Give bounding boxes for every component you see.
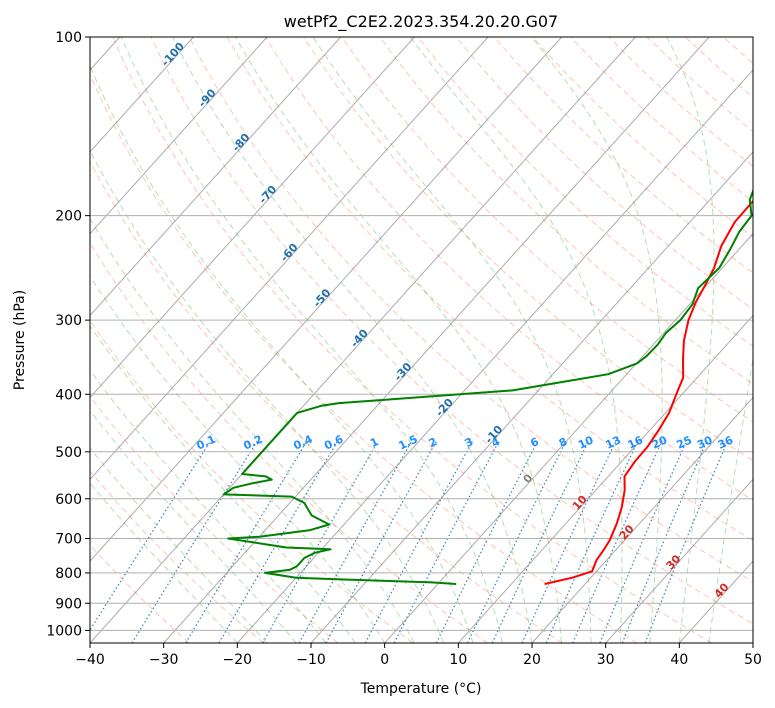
x-axis: −40 −30 −20 −10 0 10 20 30 40 50 (75, 643, 762, 668)
y-tick-label: 1000 (46, 623, 82, 639)
dry-adiabat (150, 37, 753, 625)
mixing-ratio-line (90, 440, 211, 632)
dry-adiabat (90, 544, 190, 643)
mixing-ratio-label: 25 (675, 434, 694, 452)
dry-adiabat (90, 395, 339, 643)
x-axis-label: Temperature (°C) (360, 681, 482, 697)
x-tick-label: 50 (744, 652, 762, 668)
isotherm (752, 642, 753, 643)
mixing-ratio-line (218, 440, 339, 643)
moist-adiabat (666, 37, 715, 643)
dry-adiabat (112, 37, 712, 643)
isotherm (90, 37, 194, 153)
mixing-ratio-line (599, 441, 688, 643)
mixing-ratio-line (572, 441, 663, 643)
y-tick-label: 500 (55, 445, 82, 461)
x-tick-label: −40 (75, 652, 105, 668)
isotherm (90, 37, 489, 481)
grid-layer (90, 37, 775, 643)
dry-adiabat (90, 241, 488, 643)
mixing-ratio-line (262, 440, 379, 643)
moist-adiabat (708, 355, 753, 643)
mixing-ratio-label: 36 (716, 433, 736, 451)
moist-adiabat (90, 369, 327, 643)
isotherm (531, 396, 753, 643)
x-tick-label: 40 (670, 652, 688, 668)
x-tick-label: −20 (223, 652, 253, 668)
x-tick-label: −10 (296, 652, 326, 668)
dry-adiabat (761, 37, 775, 643)
moist-adiabat (172, 37, 533, 643)
series-line-2 (222, 188, 753, 585)
isotherm (236, 69, 753, 643)
y-tick-label: 600 (55, 492, 82, 508)
moist-adiabat (90, 409, 297, 643)
chart-title: wetPf2_C2E2.2023.354.20.20.G07 (284, 12, 558, 32)
mixing-ratio-line (131, 440, 258, 643)
mixing-ratio-line (364, 441, 473, 643)
moist-adiabat (235, 37, 562, 643)
mixing-ratio-label: 16 (626, 433, 646, 451)
y-tick-label: 700 (55, 532, 82, 548)
y-axis-label: Pressure (hPa) (12, 290, 28, 390)
moist-adiabat (90, 64, 474, 643)
moist-adiabat (90, 482, 238, 643)
moist-adiabat (90, 217, 415, 643)
isotherm (90, 37, 268, 235)
mixing-ratio-line (298, 441, 413, 643)
x-tick-label: −30 (149, 652, 179, 668)
dry-adiabat (417, 37, 753, 347)
mixing-ratio-line (545, 441, 639, 643)
y-tick-label: 400 (55, 387, 82, 403)
isotherm (384, 233, 753, 643)
dry-adiabat (455, 37, 753, 310)
isotherm (90, 37, 636, 643)
isotherm (90, 37, 342, 317)
isotherm (457, 314, 753, 643)
mixing-ratio-label: 30 (695, 433, 715, 451)
y-tick-label: 100 (55, 30, 82, 46)
isotherm (90, 37, 415, 399)
mixing-ratio-label: 10 (576, 433, 596, 451)
plot-background (90, 37, 753, 643)
mixing-ratio-label: 13 (604, 434, 623, 452)
mixing-ratio-line (621, 441, 708, 643)
mixing-ratio-label: 20 (650, 433, 670, 451)
y-axis: 100 200 300 400 500 600 700 800 900 1000 (46, 30, 90, 639)
x-tick-label: 10 (449, 652, 467, 668)
dry-adiabat (90, 160, 563, 643)
moist-adiabat (90, 275, 386, 643)
x-tick-label: 30 (597, 652, 615, 668)
mixing-ratio-line (185, 440, 308, 643)
x-tick-label: 20 (523, 652, 541, 668)
dry-adiabat (90, 470, 264, 643)
isotherm (605, 478, 753, 643)
y-tick-label: 200 (55, 209, 82, 225)
mixing-ratio-line (435, 441, 539, 643)
series-line-1 (544, 199, 753, 585)
isotherm (90, 37, 563, 562)
y-tick-label: 800 (55, 566, 82, 582)
mixing-ratio-line (325, 441, 437, 643)
series-layer (222, 188, 753, 585)
moist-adiabat (531, 37, 663, 643)
x-tick-label: 0 (380, 652, 389, 668)
moist-adiabat (120, 37, 503, 643)
moist-adiabat (90, 149, 445, 643)
isotherm (310, 151, 753, 643)
y-tick-label: 300 (55, 313, 82, 329)
moist-adiabat (409, 37, 623, 643)
moist-adiabat (90, 447, 268, 643)
mixing-ratio-line (466, 441, 567, 643)
moist-adiabat (312, 37, 592, 643)
moist-adiabat (90, 324, 356, 643)
plot-frame (89, 36, 754, 644)
y-tick-label: 900 (55, 596, 82, 612)
